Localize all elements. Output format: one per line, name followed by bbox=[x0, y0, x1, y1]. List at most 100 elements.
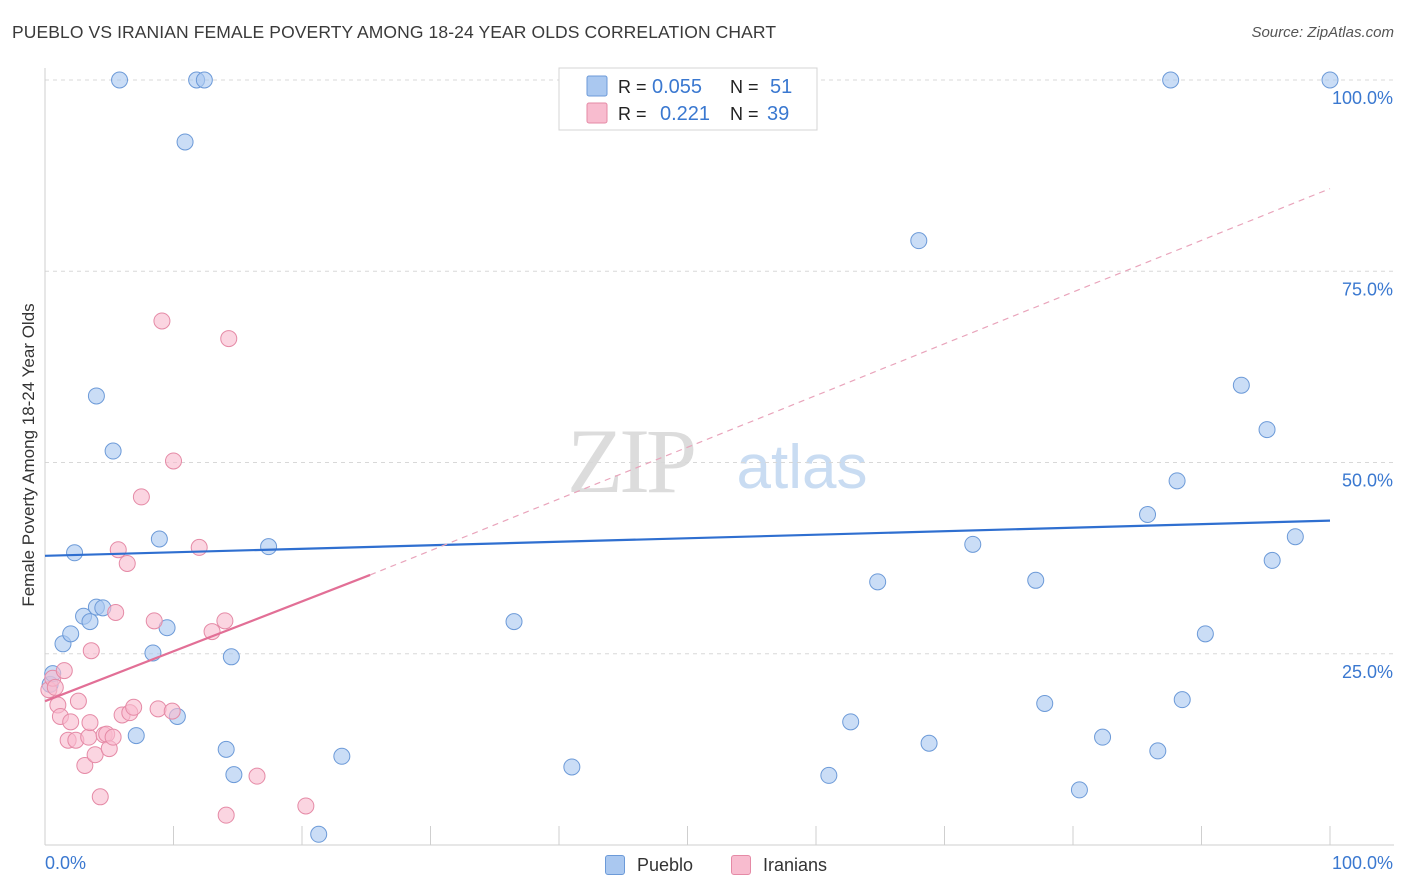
chart-title: PUEBLO VS IRANIAN FEMALE POVERTY AMONG 1… bbox=[12, 22, 777, 42]
pueblo-point bbox=[1321, 71, 1339, 89]
legend-bottom-iranians: Iranians bbox=[731, 852, 827, 878]
legend-iranians-swatch bbox=[586, 102, 608, 124]
y-tick-label: 25.0% bbox=[1342, 662, 1393, 682]
pueblo-point bbox=[1139, 506, 1157, 524]
pueblo-point bbox=[217, 740, 235, 758]
legend-bottom-iranians-swatch bbox=[731, 855, 751, 875]
watermark-atlas: atlas bbox=[737, 433, 868, 502]
pueblo-point bbox=[104, 442, 122, 460]
iranian-point bbox=[163, 702, 181, 720]
legend-bottom-pueblo-swatch bbox=[605, 855, 625, 875]
pueblo-point bbox=[333, 747, 351, 765]
pueblo-point bbox=[1286, 528, 1304, 546]
iranian-point bbox=[91, 788, 109, 806]
y-tick-labels: 25.0% 50.0% 75.0% 100.0% bbox=[1332, 88, 1393, 682]
x-tick-label-min: 0.0% bbox=[45, 853, 86, 873]
legend-iranians-r-value: 0.221 bbox=[660, 103, 710, 125]
iranian-point bbox=[220, 330, 238, 348]
pueblo-point bbox=[195, 71, 213, 89]
legend-iranians-n-label: N = bbox=[730, 104, 759, 124]
pueblo-point bbox=[111, 71, 129, 89]
iranian-point bbox=[107, 603, 125, 621]
pueblo-point bbox=[81, 613, 99, 631]
y-axis-label: Female Poverty Among 18-24 Year Olds bbox=[19, 303, 38, 606]
pueblo-point bbox=[1232, 376, 1250, 394]
iranian-point bbox=[69, 692, 87, 710]
iranian-point bbox=[153, 312, 171, 330]
y-tick-label: 100.0% bbox=[1332, 88, 1393, 108]
pueblo-point bbox=[66, 544, 84, 562]
pueblo-point bbox=[62, 625, 80, 643]
trend-lines bbox=[44, 188, 1331, 703]
iranian-point bbox=[248, 767, 266, 785]
x-axis-ticks bbox=[44, 826, 1331, 845]
legend-pueblo-n-label: N = bbox=[730, 77, 759, 97]
iranians-trend-line bbox=[44, 573, 371, 703]
pueblo-point bbox=[127, 727, 145, 745]
iranian-point bbox=[62, 713, 80, 731]
iranian-point bbox=[118, 554, 136, 572]
pueblo-trend-line bbox=[44, 519, 1331, 557]
pueblo-point bbox=[1196, 625, 1214, 643]
legend-iranians-r-label: R = bbox=[618, 104, 647, 124]
legend-iranians-n-value: 39 bbox=[767, 103, 789, 125]
legend-bottom: Pueblo Iranians bbox=[0, 852, 1406, 878]
iranian-point bbox=[145, 612, 163, 630]
pueblo-point bbox=[920, 734, 938, 752]
pueblo-point bbox=[910, 232, 928, 250]
pueblo-point bbox=[1027, 571, 1045, 589]
series-iranians-points bbox=[40, 312, 315, 824]
iranian-point bbox=[297, 797, 315, 815]
pueblo-point bbox=[87, 387, 105, 405]
iranians-trend-extension bbox=[369, 188, 1331, 576]
legend-bottom-iranians-label: Iranians bbox=[763, 854, 828, 875]
pueblo-point bbox=[842, 713, 860, 731]
pueblo-point bbox=[1263, 551, 1281, 569]
legend-top: R = 0.055 N = 51 R = 0.221 N = 39 bbox=[558, 67, 818, 131]
iranian-point bbox=[125, 698, 143, 716]
iranian-point bbox=[109, 541, 127, 559]
y-tick-label: 50.0% bbox=[1342, 471, 1393, 491]
pueblo-point bbox=[964, 535, 982, 553]
x-tick-labels: 0.0% 100.0% bbox=[45, 853, 1393, 873]
pueblo-point bbox=[1094, 728, 1112, 746]
pueblo-point bbox=[869, 573, 887, 591]
pueblo-point bbox=[176, 133, 194, 151]
legend-pueblo-r-label: R = bbox=[618, 77, 647, 97]
iranian-point bbox=[217, 806, 235, 824]
iranian-point bbox=[82, 642, 100, 660]
x-tick-label-max: 100.0% bbox=[1332, 853, 1393, 873]
iranian-point bbox=[81, 714, 99, 732]
iranian-point bbox=[76, 756, 94, 774]
iranian-point bbox=[149, 700, 167, 718]
legend-pueblo-r-value: 0.055 bbox=[652, 76, 702, 98]
legend-pueblo-swatch bbox=[586, 75, 608, 97]
iranian-point bbox=[216, 612, 234, 630]
iranian-point bbox=[55, 662, 73, 680]
pueblo-point bbox=[222, 648, 240, 666]
pueblo-point bbox=[1036, 694, 1054, 712]
pueblo-point bbox=[563, 758, 581, 776]
pueblo-point bbox=[505, 613, 523, 631]
iranian-point bbox=[46, 678, 64, 696]
pueblo-point bbox=[225, 766, 243, 784]
pueblo-point bbox=[820, 766, 838, 784]
source-credit: Source: ZipAtlas.com bbox=[1251, 24, 1394, 41]
gridlines bbox=[45, 79, 1394, 655]
pueblo-point bbox=[1258, 421, 1276, 439]
pueblo-point bbox=[260, 538, 278, 556]
pueblo-point bbox=[1162, 71, 1180, 89]
legend-pueblo-n-value: 51 bbox=[770, 76, 792, 98]
pueblo-point bbox=[310, 825, 328, 843]
legend-bottom-pueblo: Pueblo bbox=[605, 852, 693, 878]
watermark-zip: ZIP bbox=[567, 410, 694, 512]
pueblo-point bbox=[1070, 781, 1088, 799]
iranian-point bbox=[165, 452, 182, 470]
pueblo-point bbox=[1168, 472, 1186, 490]
iranian-point bbox=[104, 728, 122, 746]
pueblo-point bbox=[150, 530, 168, 548]
pueblo-point bbox=[1149, 742, 1167, 760]
y-tick-label: 75.0% bbox=[1342, 279, 1393, 299]
iranian-point bbox=[86, 746, 104, 764]
